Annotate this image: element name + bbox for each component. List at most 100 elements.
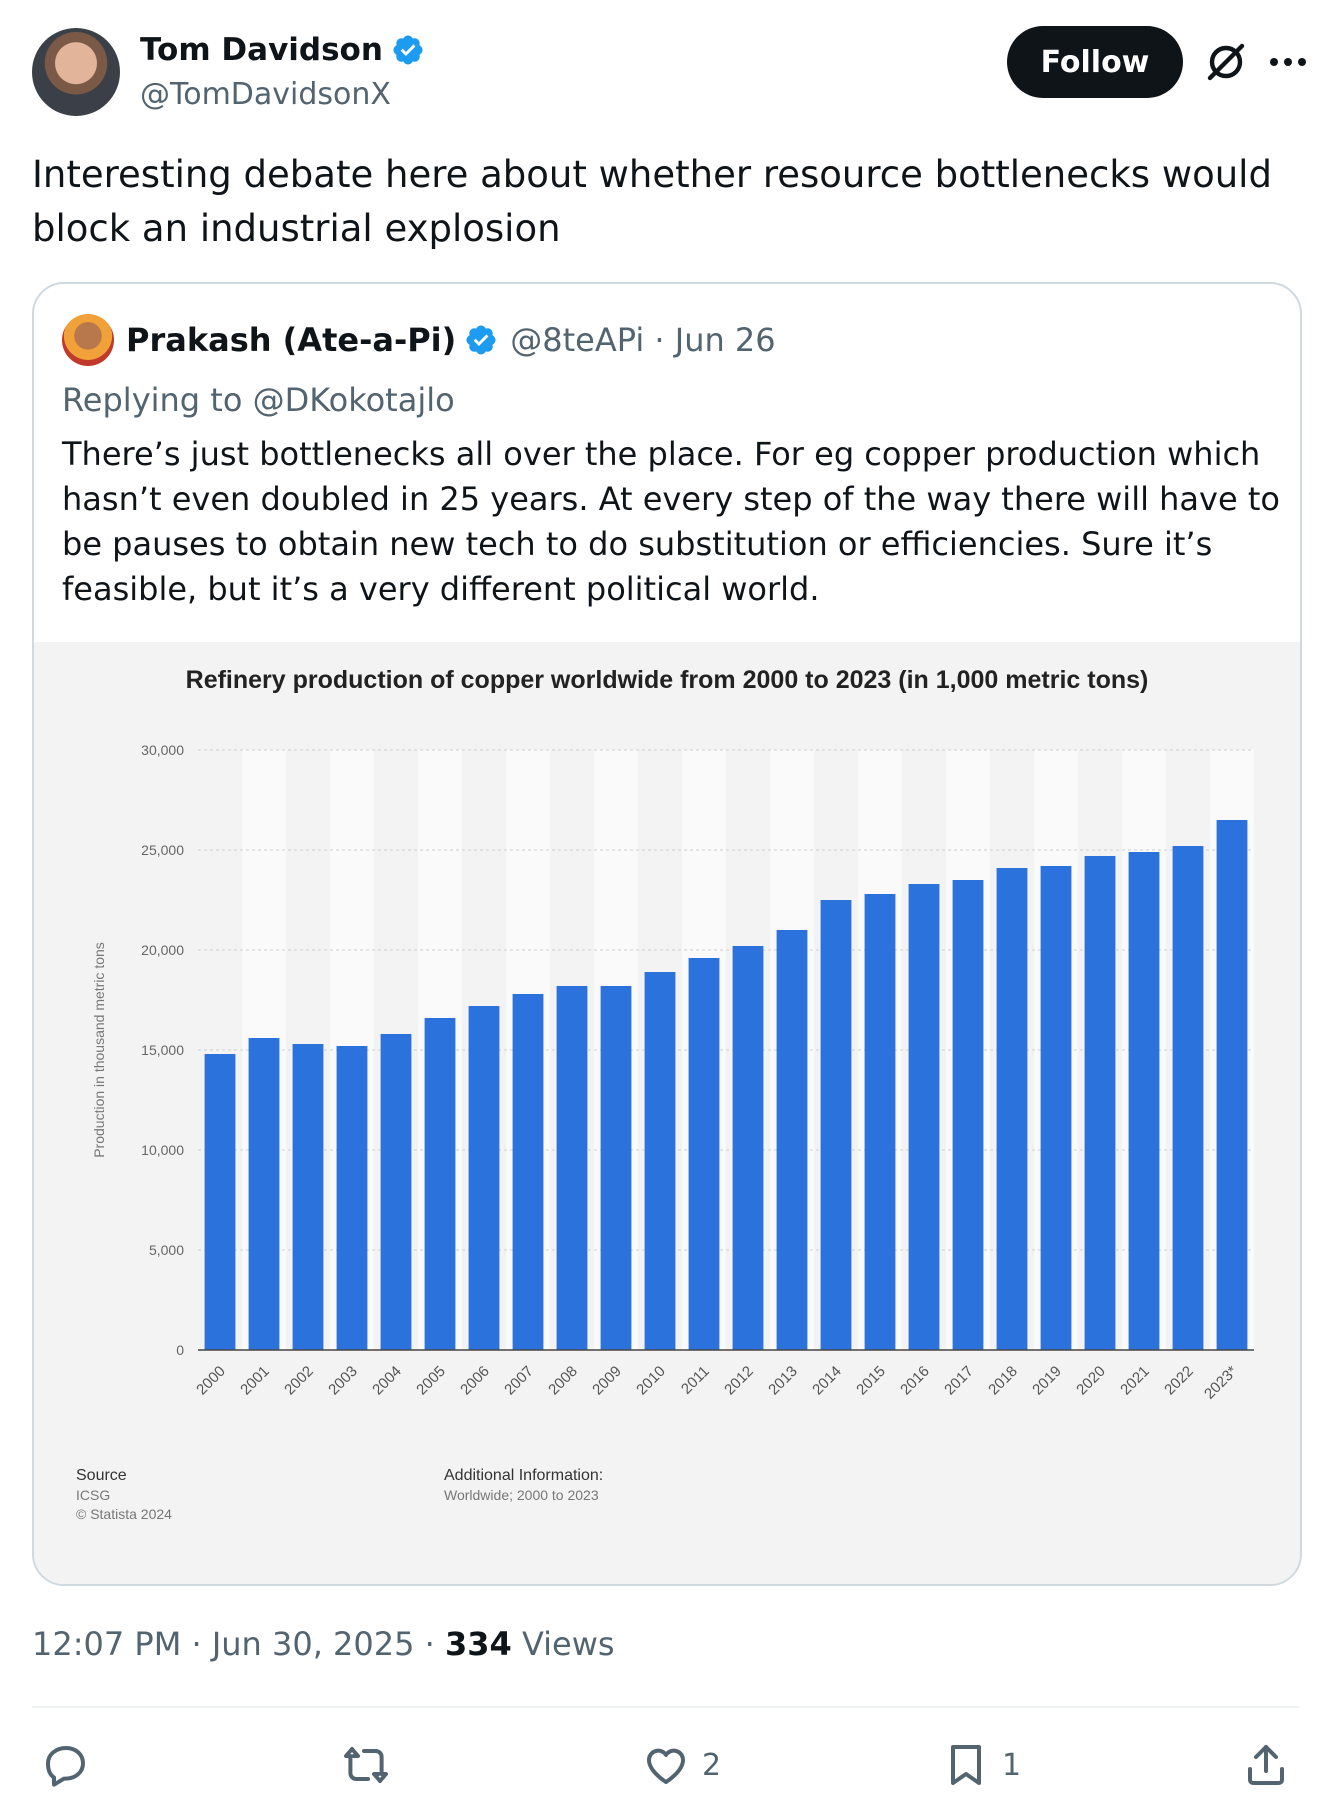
y-tick-label: 30,000 xyxy=(141,742,184,758)
chart-image[interactable]: Refinery production of copper worldwide … xyxy=(34,642,1300,1584)
bar-2000 xyxy=(204,1054,236,1350)
bar-2010 xyxy=(644,972,676,1350)
x-tick-label: 2001 xyxy=(237,1363,273,1399)
y-tick-label: 25,000 xyxy=(141,842,184,858)
x-tick-label: 2019 xyxy=(1029,1363,1065,1399)
quoted-tweet[interactable]: Prakash (Ate-a-Pi) @8teAPi · Jun 26 Repl… xyxy=(32,282,1302,1586)
quoted-handle-date[interactable]: @8teAPi · Jun 26 xyxy=(510,321,776,359)
more-icon[interactable] xyxy=(1264,38,1312,86)
y-tick-label: 0 xyxy=(176,1342,184,1358)
bar-2020 xyxy=(1084,856,1116,1350)
x-tick-label: 2004 xyxy=(369,1363,405,1399)
bar-2021 xyxy=(1128,852,1160,1350)
source-label: Source xyxy=(76,1467,127,1484)
bookmark-count: 1 xyxy=(1002,1747,1022,1783)
x-tick-label: 2020 xyxy=(1073,1363,1109,1399)
bar-2006 xyxy=(468,1006,500,1350)
y-tick-label: 15,000 xyxy=(141,1042,184,1058)
bar-2016 xyxy=(908,884,940,1350)
x-tick-label: 2021 xyxy=(1117,1363,1153,1399)
tweet-text: Interesting debate here about whether re… xyxy=(32,153,1272,250)
quoted-avatar[interactable] xyxy=(62,314,114,366)
copyright: © Statista 2024 xyxy=(76,1506,172,1522)
like-button[interactable]: 2 xyxy=(642,1730,721,1800)
share-icon xyxy=(1248,1745,1284,1785)
x-tick-label: 2000 xyxy=(193,1363,229,1399)
like-icon xyxy=(646,1748,686,1784)
tweet-header: Tom Davidson @TomDavidsonX Follow xyxy=(32,26,1306,118)
views-label: Views xyxy=(511,1625,615,1663)
additional-value: Worldwide; 2000 to 2023 xyxy=(444,1487,599,1503)
verified-badge-icon xyxy=(393,35,423,65)
y-tick-label: 5,000 xyxy=(149,1242,184,1258)
like-count: 2 xyxy=(702,1747,722,1783)
reply-button[interactable] xyxy=(42,1730,90,1800)
x-tick-label: 2008 xyxy=(545,1363,581,1399)
author-handle[interactable]: @TomDavidsonX xyxy=(140,77,391,112)
x-tick-label: 2009 xyxy=(589,1363,625,1399)
bar-2004 xyxy=(380,1034,412,1350)
bar-2012 xyxy=(732,946,764,1350)
author-name[interactable]: Tom Davidson xyxy=(140,32,383,68)
avatar[interactable] xyxy=(32,28,120,116)
bar-2002 xyxy=(292,1044,324,1350)
x-tick-label: 2022 xyxy=(1161,1363,1197,1399)
x-tick-label: 2003 xyxy=(325,1363,361,1399)
reply-icon xyxy=(46,1746,85,1787)
timestamp[interactable]: 12:07 PM · Jun 30, 2025 · xyxy=(32,1625,445,1663)
bookmark-button[interactable]: 1 xyxy=(942,1730,1021,1800)
x-tick-label: 2015 xyxy=(853,1363,889,1399)
bar-2014 xyxy=(820,900,852,1350)
replying-mention[interactable]: @DKokotajlo xyxy=(252,381,455,419)
bar-2022 xyxy=(1172,846,1204,1350)
bar-2018 xyxy=(996,868,1028,1350)
source-value: ICSG xyxy=(76,1487,110,1503)
views-count: 334 xyxy=(445,1625,512,1663)
quoted-text: There’s just bottlenecks all over the pl… xyxy=(62,435,1280,608)
x-tick-label: 2010 xyxy=(633,1363,669,1399)
bookmark-icon xyxy=(951,1745,981,1785)
repost-button[interactable] xyxy=(342,1730,390,1800)
bar-2015 xyxy=(864,894,896,1350)
bar-2005 xyxy=(424,1018,456,1350)
bar-2003 xyxy=(336,1046,368,1350)
tweet-meta: 12:07 PM · Jun 30, 2025 · 334 Views xyxy=(32,1622,615,1666)
bar-2023* xyxy=(1216,820,1248,1350)
x-tick-label: 2011 xyxy=(678,1363,713,1398)
copper-chart: Refinery production of copper worldwide … xyxy=(76,666,1254,1522)
bar-2007 xyxy=(512,994,544,1350)
share-button[interactable] xyxy=(1242,1730,1290,1800)
verified-badge-icon xyxy=(466,325,496,355)
x-tick-label: 2007 xyxy=(501,1363,537,1399)
y-axis-label: Production in thousand metric tons xyxy=(91,942,107,1158)
bar-2001 xyxy=(248,1038,280,1350)
quoted-header: Prakash (Ate-a-Pi) @8teAPi · Jun 26 xyxy=(62,312,776,368)
x-tick-label: 2013 xyxy=(765,1363,801,1399)
grok-icon[interactable] xyxy=(1202,38,1250,86)
x-tick-label: 2016 xyxy=(897,1363,933,1399)
y-tick-label: 10,000 xyxy=(141,1142,184,1158)
x-tick-label: 2023* xyxy=(1201,1363,1241,1403)
quoted-author-name[interactable]: Prakash (Ate-a-Pi) xyxy=(126,321,457,359)
action-bar: 2 1 xyxy=(32,1730,1300,1800)
x-tick-label: 2006 xyxy=(457,1363,493,1399)
y-tick-label: 20,000 xyxy=(141,942,184,958)
x-tick-label: 2017 xyxy=(941,1363,977,1399)
x-tick-label: 2005 xyxy=(413,1363,449,1399)
additional-label: Additional Information: xyxy=(444,1467,603,1484)
bar-2017 xyxy=(952,880,984,1350)
repost-icon xyxy=(344,1747,388,1783)
bar-2019 xyxy=(1040,866,1072,1350)
x-tick-label: 2012 xyxy=(721,1363,757,1399)
divider xyxy=(32,1706,1300,1708)
x-tick-label: 2014 xyxy=(809,1363,845,1399)
bar-2013 xyxy=(776,930,808,1350)
bar-2011 xyxy=(688,958,720,1350)
bar-2008 xyxy=(556,986,588,1350)
replying-to: Replying to @DKokotajlo xyxy=(62,378,455,422)
x-tick-label: 2018 xyxy=(985,1363,1021,1399)
follow-button[interactable]: Follow xyxy=(1007,26,1183,98)
author-name-row: Tom Davidson xyxy=(140,30,425,70)
x-tick-label: 2002 xyxy=(281,1363,317,1399)
chart-title: Refinery production of copper worldwide … xyxy=(186,666,1149,694)
